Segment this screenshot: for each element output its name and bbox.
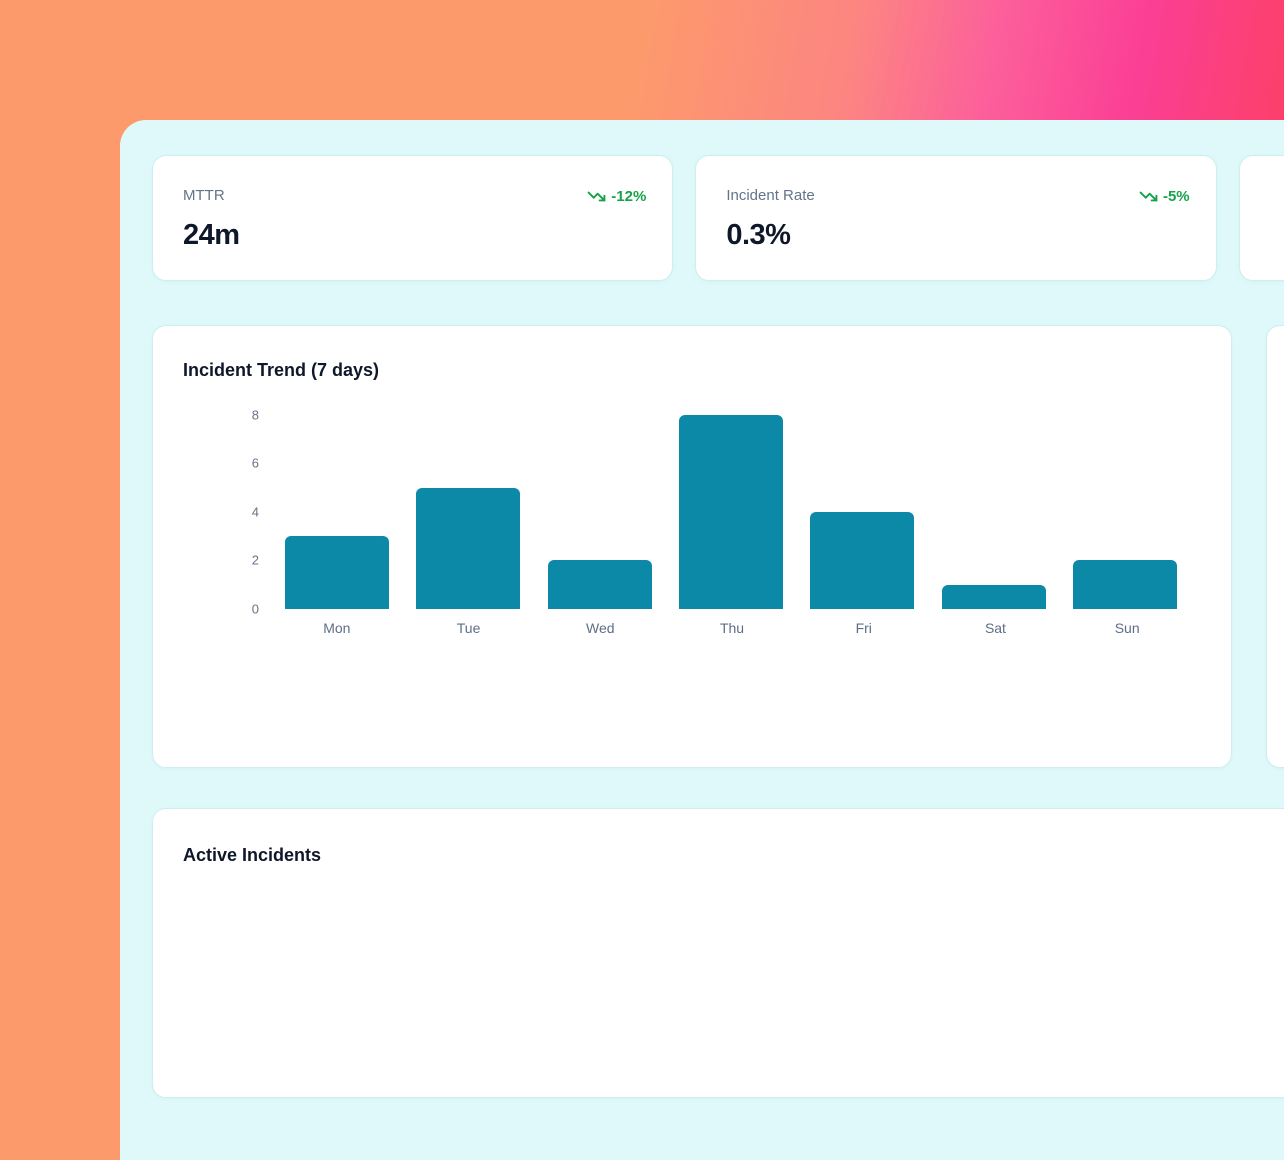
bar-column (271, 415, 402, 609)
y-tick-label: 6 (251, 455, 259, 471)
stat-card-header: Incident Rate -5% (726, 186, 1189, 206)
active-incidents-card: Active Incidents (152, 808, 1284, 1098)
trending-down-icon (1139, 187, 1158, 206)
stats-row: MTTR -12% 24m Incident Rate (152, 155, 1284, 281)
incident-trend-card: Incident Trend (7 days) 0 2 4 6 8 Mon Tue Wed T… (152, 325, 1232, 768)
bar-column (402, 415, 533, 609)
dashboard-panel: MTTR -12% 24m Incident Rate (120, 120, 1284, 1160)
stat-delta-value: -12% (611, 187, 647, 205)
x-tick-label: Mon (323, 620, 351, 636)
bar-sun[interactable] (1073, 560, 1178, 609)
bar-chart: 0 2 4 6 8 (223, 409, 1191, 616)
bar-wed[interactable] (547, 560, 652, 609)
bar-column (928, 415, 1059, 609)
bar-column (665, 415, 796, 609)
stat-delta-value: -5% (1162, 187, 1190, 205)
stat-value: 0.3% (726, 219, 791, 251)
y-tick-label: 8 (251, 407, 259, 423)
y-axis: 0 2 4 6 8 (223, 409, 271, 616)
stat-delta-badge: -12% (587, 187, 646, 206)
x-tick-label: Tue (456, 620, 481, 636)
stat-card-partial (1238, 155, 1284, 281)
stat-delta-badge: -5% (1139, 187, 1190, 206)
bar-mon[interactable] (284, 536, 389, 609)
trending-down-icon (587, 187, 606, 206)
x-tick-label: Thu (719, 620, 745, 636)
stat-card-incident-rate: Incident Rate -5% 0.3% (695, 155, 1217, 281)
bar-thu[interactable] (678, 415, 783, 609)
bar-plot (271, 415, 1191, 609)
stat-label: Incident Rate (726, 187, 815, 204)
charts-row: Incident Trend (7 days) 0 2 4 6 8 Mon Tue Wed T… (152, 325, 1284, 768)
x-tick-label: Wed (586, 620, 615, 636)
bar-tue[interactable] (416, 488, 521, 609)
stat-label: MTTR (183, 187, 225, 204)
x-tick-label: Fri (855, 620, 872, 636)
y-tick-label: 4 (251, 504, 259, 520)
bar-sat[interactable] (941, 585, 1046, 609)
chart-card-partial (1266, 325, 1284, 768)
bar-fri[interactable] (810, 512, 915, 609)
x-axis-labels: Mon Tue Wed Thu Fri Sat Sun (271, 619, 1193, 637)
bar-column (797, 415, 928, 609)
chart-title: Incident Trend (7 days) (183, 360, 380, 380)
stat-card-mttr: MTTR -12% 24m (152, 155, 674, 281)
active-incidents-title: Active Incidents (183, 845, 322, 865)
x-tick-label: Sun (1114, 620, 1140, 636)
stat-value: 24m (183, 219, 240, 251)
y-tick-label: 2 (251, 552, 259, 568)
bar-column (1060, 415, 1191, 609)
x-tick-label: Sat (984, 620, 1006, 636)
y-tick-label: 0 (251, 601, 259, 617)
bar-column (534, 415, 665, 609)
stat-card-header: MTTR -12% (183, 186, 646, 206)
